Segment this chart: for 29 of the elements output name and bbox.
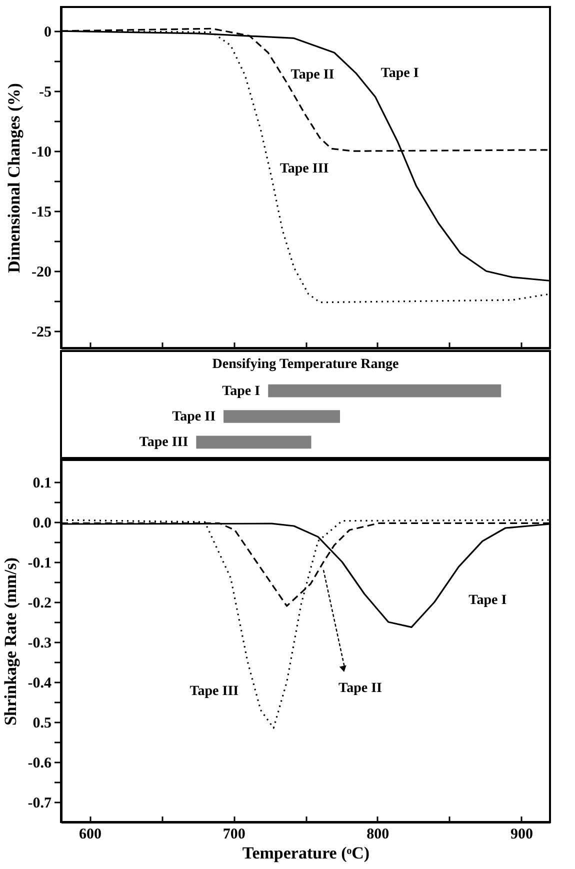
series-label: Tape I [380,66,419,82]
y-axis-title: Shrinkage Rate (mm/s) [0,557,20,726]
x-tick-label: 600 [79,826,102,842]
y-tick-label: -0.4 [28,676,52,692]
x-tick-label: 700 [222,826,246,842]
series-label: Tape III [280,162,329,177]
y-axis-title: Dimensional Changes (%) [4,83,24,273]
y-tick-label: 0 [44,24,52,41]
y-tick-label: -10 [32,144,52,161]
y-tick-label: 0.5 [32,716,52,732]
x-tick-label: 800 [366,826,390,842]
y-tick-label: 0.1 [32,476,52,492]
chart-title: Densifying Temperature Range [212,357,399,372]
y-tick-label: -20 [32,264,52,281]
series-label: Tape II [290,68,334,83]
y-tick-label: -0.2 [28,596,52,612]
y-tick-label: -0.3 [28,636,52,652]
x-tick-label: 900 [510,826,533,842]
y-tick-label: -15 [32,204,52,221]
y-tick-label: 0.0 [32,516,52,532]
y-tick-label: -25 [32,324,52,341]
series-label: Tape I [468,592,507,608]
series-label: Tape III [190,684,239,699]
y-tick-label: -0.1 [28,556,52,572]
y-tick-label: -0.7 [28,796,52,812]
x-axis-title: Temperature (ᵒC) [242,844,370,862]
y-tick-label: -5 [39,84,52,101]
y-tick-label: -0.6 [28,756,52,772]
legend-label: Tape II [338,681,382,696]
